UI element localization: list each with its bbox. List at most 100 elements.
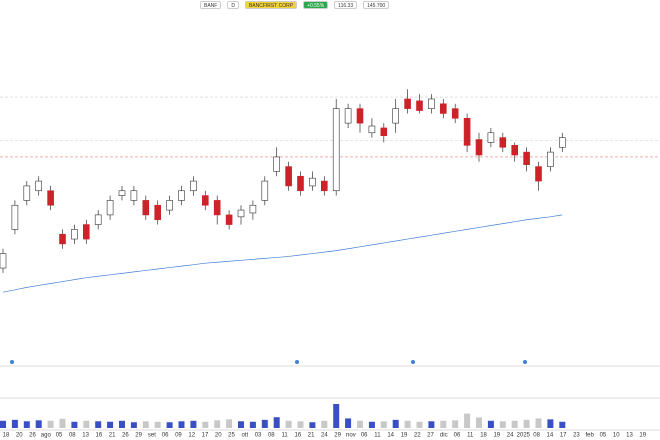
x-axis-label: 24: [507, 433, 514, 439]
candle-body: [59, 233, 66, 245]
x-axis-label: 25: [228, 433, 235, 439]
volume-bar: [345, 418, 352, 428]
candle-body: [0, 253, 7, 269]
x-axis-label: dic: [440, 433, 448, 439]
volume-bar: [309, 422, 316, 428]
change: +0.55%: [303, 1, 329, 9]
x-axis-label: 20: [16, 433, 23, 439]
x-axis-label: 05: [56, 433, 63, 439]
volume-bar: [83, 420, 90, 428]
volume-bar: [440, 420, 447, 428]
x-axis-label: 22: [414, 433, 421, 439]
candle-body: [320, 180, 328, 192]
candle-body: [368, 125, 376, 134]
candle-body: [202, 195, 209, 206]
candle-body: [499, 137, 507, 148]
volume-bar: [119, 420, 125, 428]
candle-body: [249, 204, 257, 214]
candle-body: [106, 200, 114, 216]
candle-body: [273, 156, 281, 172]
x-axis-label: set: [148, 433, 156, 439]
volume-bar: [23, 421, 30, 428]
x-axis-label: 12: [188, 433, 195, 439]
volume-bar: [226, 419, 233, 428]
company: BANCFIRST CORP: [244, 1, 298, 9]
event-marker[interactable]: [411, 360, 415, 364]
volume-bar: [178, 421, 185, 428]
candle-body: [451, 108, 459, 119]
volume-bar: [297, 421, 304, 428]
volume-bar: [487, 420, 494, 428]
candle-body: [261, 180, 269, 201]
event-marker[interactable]: [10, 360, 14, 364]
volume-bar: [392, 419, 399, 428]
x-axis-label: 05: [600, 433, 607, 439]
candle-body: [463, 117, 471, 146]
x-axis-label: 14: [547, 433, 554, 439]
candle-body: [83, 224, 90, 240]
volume-bar: [535, 418, 542, 428]
candle-body: [309, 177, 316, 187]
x-axis-label: 21: [109, 433, 116, 439]
x-axis-label: 23: [573, 433, 580, 439]
event-marker[interactable]: [523, 360, 527, 364]
candle-body: [523, 151, 530, 165]
volume-bar: [380, 421, 387, 428]
candle-body: [130, 190, 138, 201]
volume-bar: [559, 421, 566, 428]
candle-body: [428, 98, 435, 109]
volume-bar: [107, 421, 114, 428]
x-axis-label: 09: [175, 433, 182, 439]
candle-body: [285, 166, 292, 187]
volume-bar: [261, 419, 268, 428]
period[interactable]: D: [227, 1, 239, 9]
candle-body: [332, 108, 340, 192]
x-axis-label: 29: [334, 433, 341, 439]
candle-body: [297, 175, 304, 192]
candle-body: [535, 166, 542, 182]
candle-body: [118, 190, 126, 196]
volume-bar: [416, 421, 423, 428]
volume-bar: [547, 419, 554, 428]
volume-bar: [11, 419, 18, 428]
event-marker[interactable]: [295, 360, 299, 364]
volume-bar: [428, 421, 435, 428]
x-axis-label: 27: [427, 433, 434, 439]
volume-bar: [190, 420, 197, 428]
x-axis-label: 18: [3, 433, 10, 439]
ticker[interactable]: BANF: [200, 1, 222, 9]
x-axis-label: 26: [122, 433, 129, 439]
candle-body: [71, 229, 78, 240]
candle-body: [547, 151, 554, 167]
volume-bar: [59, 418, 66, 428]
volume-bar: [47, 420, 54, 428]
x-axis-label: 11: [374, 433, 381, 439]
candle-body: [225, 214, 233, 225]
x-axis-label: 14: [387, 433, 394, 439]
x-axis-label: 08: [268, 433, 275, 439]
candle-body: [392, 108, 400, 124]
candle-body: [404, 98, 411, 109]
x-axis-label: 10: [613, 433, 620, 439]
candle-body: [35, 180, 43, 192]
x-axis-label: 03: [255, 433, 262, 439]
candle-body: [475, 139, 483, 156]
candle-body: [344, 108, 352, 124]
candle-body: [23, 185, 31, 201]
volume-bar: [166, 422, 173, 428]
x-axis-label: 17: [202, 433, 209, 439]
x-axis-label: ago: [41, 433, 52, 439]
x-axis-label: 11: [281, 433, 288, 439]
volume-bar: [214, 420, 221, 428]
volume-bar: [95, 421, 102, 428]
candle-body: [154, 204, 161, 221]
volume-bar: [238, 421, 244, 428]
volume-bar: [499, 421, 506, 428]
x-axis-label: 11: [467, 433, 474, 439]
volume-bar: [333, 404, 340, 428]
candle-body: [142, 200, 150, 216]
volume-bar: [464, 413, 471, 428]
volume-bar: [523, 419, 530, 428]
x-axis-label: 2025: [517, 433, 531, 439]
